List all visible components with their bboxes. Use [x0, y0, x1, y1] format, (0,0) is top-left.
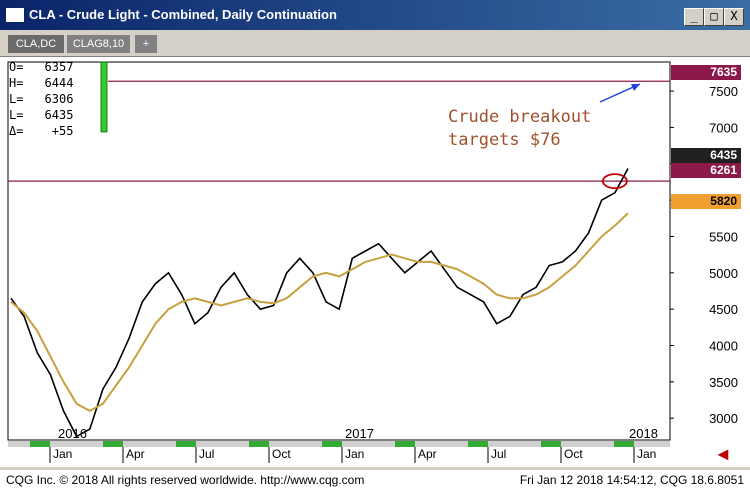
tab-bar: CLA,DC CLAG8,10 + [0, 30, 750, 57]
x-month-label: Jan [345, 447, 364, 461]
annotation-arrow-head [631, 84, 640, 91]
x-axis-month-marker [30, 441, 50, 447]
y-tick-label: 4500 [709, 302, 738, 317]
x-axis-month-marker [322, 441, 342, 447]
x-year-label: 2016 [58, 426, 87, 441]
y-tick-label: 5000 [709, 266, 738, 281]
price-chart[interactable]: 7500700065006000550050004500400035003000… [0, 57, 750, 467]
annotation-line2: targets $76 [448, 130, 561, 150]
x-month-label: Apr [418, 447, 437, 461]
scroll-back-arrow-icon[interactable]: ◄ [714, 444, 732, 464]
x-axis-month-marker [103, 441, 123, 447]
x-month-label: Jan [637, 447, 656, 461]
y-tick-label: 3000 [709, 411, 738, 426]
tab-clag8[interactable]: CLAG8,10 [67, 35, 130, 53]
plot-frame [7, 61, 671, 441]
info-value: +55 [51, 124, 74, 138]
tab-cla-dc[interactable]: CLA,DC [8, 35, 64, 53]
close-button[interactable]: X [724, 8, 744, 26]
info-key: L= [9, 92, 24, 106]
window-title: CLA - Crude Light - Combined, Daily Cont… [29, 7, 337, 22]
x-axis-month-marker [249, 441, 269, 447]
x-year-label: 2017 [345, 426, 374, 441]
x-axis-month-marker [395, 441, 415, 447]
timestamp-text: Fri Jan 12 2018 14:54:12, CQG 18.6.8051 [519, 473, 744, 487]
breakout-circle [601, 173, 628, 190]
status-footer: CQG Inc. © 2018 All rights reserved worl… [0, 470, 750, 491]
x-month-label: Oct [272, 447, 291, 461]
info-value: 6435 [44, 108, 74, 122]
maximize-button[interactable]: □ [704, 8, 724, 26]
x-month-label: Jan [53, 447, 72, 461]
info-key: Δ= [9, 124, 24, 138]
info-key: H= [9, 76, 24, 90]
y-tick-label: 4000 [709, 339, 738, 354]
chart-area[interactable]: 7500700065006000550050004500400035003000… [0, 57, 750, 467]
x-month-label: Jul [199, 447, 214, 461]
last-price-tag: 6435 [671, 148, 741, 163]
y-tick-label: 3500 [709, 375, 738, 390]
info-value: 6357 [44, 60, 74, 74]
info-key: O= [9, 60, 24, 74]
ma-price-tag: 5820 [671, 194, 741, 209]
app-icon [5, 7, 25, 23]
ohlc-info-panel: O= 6357 H= 6444 L= 6306 L= 6435 Δ= +55 [9, 59, 73, 139]
moving-average-line [10, 212, 629, 413]
annotation-line1: Crude breakout [448, 107, 592, 127]
minimize-button[interactable]: _ [684, 8, 704, 26]
price-series-line [10, 168, 629, 438]
info-key: L= [9, 108, 24, 122]
x-month-label: Apr [126, 447, 145, 461]
x-axis-month-marker [468, 441, 488, 447]
x-axis-month-marker [614, 441, 634, 447]
y-tick-label: 7000 [709, 120, 738, 135]
info-value: 6306 [44, 92, 74, 106]
y-tick-label: 5500 [709, 229, 738, 244]
y-tick-label: 7500 [709, 84, 738, 99]
copyright-text: CQG Inc. © 2018 All rights reserved worl… [6, 473, 365, 487]
x-year-label: 2018 [629, 426, 658, 441]
x-month-label: Oct [564, 447, 583, 461]
target-price-tag: 7635 [671, 65, 741, 80]
title-bar[interactable]: CLA - Crude Light - Combined, Daily Cont… [0, 0, 750, 30]
level-price-tag: 6261 [671, 163, 741, 178]
x-axis-month-marker [176, 441, 196, 447]
info-value: 6444 [44, 76, 74, 90]
x-month-label: Jul [491, 447, 506, 461]
x-axis-month-marker [541, 441, 561, 447]
add-tab-button[interactable]: + [135, 35, 157, 53]
range-marker-bar [100, 61, 108, 133]
